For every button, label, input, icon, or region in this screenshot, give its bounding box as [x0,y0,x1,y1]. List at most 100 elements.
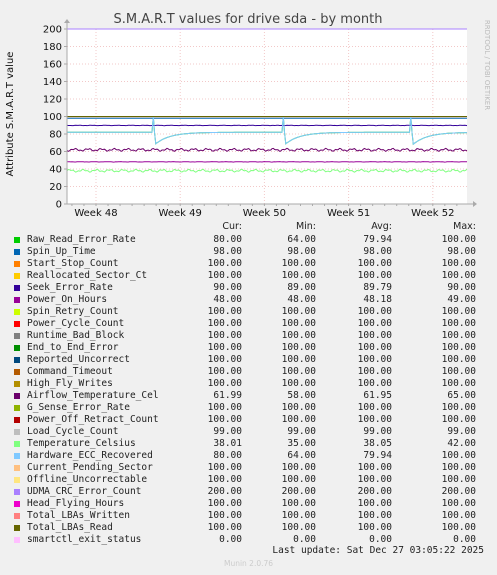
y-tick-label: 40 [49,165,62,176]
legend-cur-value: 99.00 [213,426,242,437]
legend-cur-value: 80.00 [213,234,242,245]
legend-swatch [14,525,20,531]
legend-min-value: 100.00 [281,342,316,353]
legend-avg-value: 99.00 [363,426,392,437]
legend-min-value: 99.00 [287,426,316,437]
legend-swatch [14,489,20,495]
legend-row: Seek_Error_Rate 90.00 89.00 89.79 90.00 [0,282,497,294]
y-axis-label: Attribute S.M.A.R.T value [5,52,16,177]
legend-cur-value: 100.00 [207,522,242,533]
legend-max-value: 100.00 [441,474,476,485]
legend-max-value: 200.00 [441,486,476,497]
legend-avg-value: 38.05 [363,438,392,449]
legend-max-value: 100.00 [441,462,476,473]
legend-avg-value: 100.00 [357,354,392,365]
legend-min-value: 0.00 [293,534,316,545]
legend-row: Current_Pending_Sector 100.00 100.00 100.00… [0,462,497,474]
x-axis-arrow [473,201,477,207]
legend-max-value: 100.00 [441,318,476,329]
series-line [66,168,468,173]
legend-max-value: 100.00 [441,258,476,269]
legend-max-value: 100.00 [441,306,476,317]
y-tick-label: 200 [43,25,62,36]
legend-row: Raw_Read_Error_Rate 80.00 64.00 79.94 100.00 [0,234,497,246]
y-tick-label: 160 [43,60,62,71]
legend-swatch [14,453,20,459]
legend-series-name: Power_Cycle_Count [27,318,125,329]
legend-column-header: Cur: [222,221,242,232]
legend-cur-value: 100.00 [207,474,242,485]
legend-min-value: 100.00 [281,258,316,269]
legend-avg-value: 100.00 [357,306,392,317]
legend-series-name: Airflow_Temperature_Cel [27,390,159,401]
legend-avg-value: 100.00 [357,462,392,473]
legend-cur-value: 61.99 [213,390,242,401]
legend-avg-value: 100.00 [357,378,392,389]
legend-cur-value: 98.00 [213,246,242,257]
last-update: Last update: Sat Dec 27 03:05:22 2025 [272,545,484,556]
legend-swatch [14,297,20,303]
legend-avg-value: 89.79 [363,282,392,293]
legend-row: High_Fly_Writes 100.00 100.00 100.00 100.00 [0,378,497,390]
legend-cur-value: 100.00 [207,330,242,341]
legend-swatch [14,465,20,471]
legend-row: Total_LBAs_Read 100.00 100.00 100.00 100.00 [0,522,497,534]
legend-row: Power_On_Hours 48.00 48.00 48.18 49.00 [0,294,497,306]
legend-swatch [14,477,20,483]
legend-min-value: 100.00 [281,306,316,317]
legend-avg-value: 100.00 [357,366,392,377]
legend-row: Head_Flying_Hours 100.00 100.00 100.00 100.0… [0,498,497,510]
legend-series-name: Runtime_Bad_Block [27,330,125,341]
legend-series-name: Current_Pending_Sector [27,462,153,473]
legend-avg-value: 100.00 [357,498,392,509]
chart-title: S.M.A.R.T values for drive sda - by mont… [114,12,383,27]
legend-swatch [14,417,20,423]
legend-cur-value: 100.00 [207,354,242,365]
legend-swatch [14,345,20,351]
legend-cur-value: 100.00 [207,510,242,521]
legend-row: Offline_Uncorrectable 100.00 100.00 100.00 1… [0,474,497,486]
legend-cur-value: 100.00 [207,498,242,509]
legend-max-value: 100.00 [441,342,476,353]
side-label: RRDTOOL / TOBI OETIKER [483,20,491,110]
legend-min-value: 100.00 [281,270,316,281]
legend-min-value: 89.00 [287,282,316,293]
legend-swatch [14,237,20,243]
legend-avg-value: 100.00 [357,474,392,485]
legend-series-name: Temperature_Celsius [27,438,136,449]
legend-avg-value: 100.00 [357,510,392,521]
legend-row: Runtime_Bad_Block 100.00 100.00 100.00 100.0… [0,330,497,342]
legend-series-name: High_Fly_Writes [27,378,113,389]
legend-min-value: 100.00 [281,510,316,521]
legend-column-header: Avg: [371,221,392,232]
legend-max-value: 100.00 [441,270,476,281]
legend-swatch [14,441,20,447]
legend-cur-value: 100.00 [207,414,242,425]
legend-series-name: Head_Flying_Hours [27,498,125,509]
legend-min-value: 100.00 [281,414,316,425]
y-tick-label: 100 [43,112,62,123]
legend-avg-value: 48.18 [363,294,392,305]
legend-avg-value: 100.00 [357,402,392,413]
legend-max-value: 100.00 [441,414,476,425]
legend-series-name: Spin_Up_Time [27,246,96,257]
series-line [66,147,468,152]
axes [64,19,477,207]
legend-min-value: 200.00 [281,486,316,497]
legend-series-name: smartctl_exit_status [27,534,142,545]
legend-row: Spin_Up_Time 98.00 98.00 98.00 98.00 [0,246,497,258]
legend-series-name: G_Sense_Error_Rate [27,402,130,413]
legend-cur-value: 90.00 [213,282,242,293]
legend-avg-value: 61.95 [363,390,392,401]
legend-series-name: Reported_Uncorrect [27,354,130,365]
legend-cur-value: 200.00 [207,486,242,497]
legend-series-name: Reallocated_Sector_Ct [27,270,148,281]
legend-avg-value: 100.00 [357,330,392,341]
legend-max-value: 100.00 [441,510,476,521]
legend-cur-value: 48.00 [213,294,242,305]
y-tick-label: 140 [43,77,62,88]
y-ticks: 0 20 40 60 80 100 120 140 160 180 200 [43,25,67,211]
legend-avg-value: 100.00 [357,522,392,533]
legend-max-value: 100.00 [441,450,476,461]
y-tick-label: 60 [49,147,62,158]
